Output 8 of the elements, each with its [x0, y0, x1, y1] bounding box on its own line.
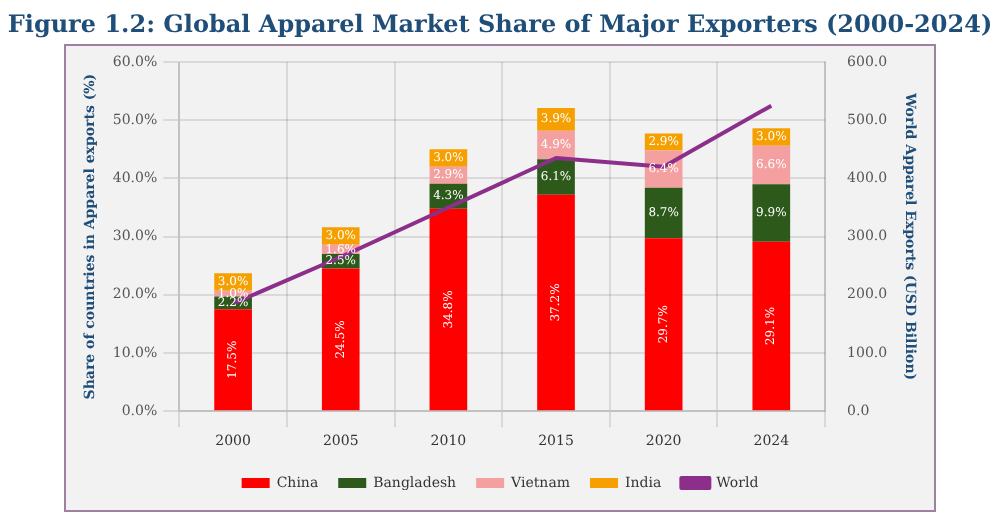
bar — [752, 241, 791, 411]
bar — [752, 184, 791, 242]
bar — [214, 309, 252, 411]
bar — [537, 194, 575, 411]
bar — [429, 208, 468, 411]
chart-title: Figure 1.2: Global Apparel Market Share of Major Exporters (2000-2024) — [5, 8, 995, 42]
bar — [321, 268, 360, 411]
bar — [644, 238, 683, 411]
